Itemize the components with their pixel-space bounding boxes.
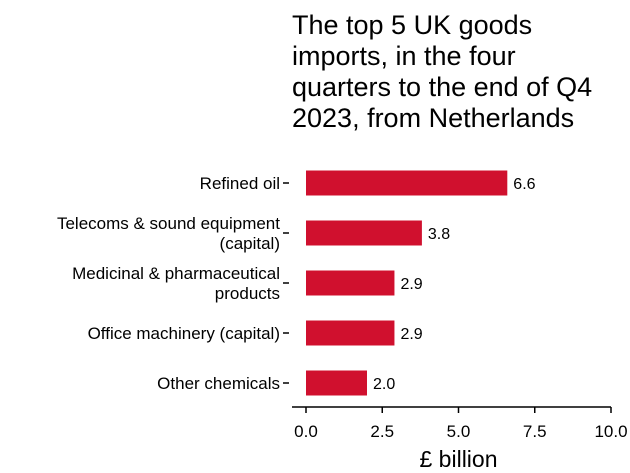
chart-title-line: imports, in the four (292, 41, 516, 71)
x-tick-label: 7.5 (523, 422, 547, 441)
category-label: Office machinery (capital) (88, 324, 280, 343)
chart-title-line: 2023, from Netherlands (292, 103, 575, 133)
bar (306, 270, 395, 296)
category-label: Medicinal & pharmaceutical (72, 264, 280, 283)
bar (306, 170, 508, 196)
bar (306, 220, 422, 246)
category-label: Other chemicals (157, 374, 280, 393)
bar-value-label: 2.9 (400, 276, 422, 293)
category-label: Refined oil (200, 174, 280, 193)
bar-value-label: 6.6 (513, 176, 535, 193)
bar (306, 320, 395, 346)
category-label: Telecoms & sound equipment (57, 214, 280, 233)
x-tick-label: 2.5 (370, 422, 394, 441)
category-label: products (215, 284, 280, 303)
bar-value-label: 3.8 (428, 226, 450, 243)
category-label: (capital) (220, 234, 280, 253)
x-tick-label: 0.0 (294, 422, 318, 441)
chart-title-line: The top 5 UK goods (292, 10, 533, 40)
x-axis-title: £ billion (420, 446, 498, 472)
bar (306, 370, 367, 396)
chart-title: The top 5 UK goods imports, in the four … (292, 10, 622, 134)
x-tick-label: 5.0 (447, 422, 471, 441)
bar-value-label: 2.9 (400, 326, 422, 343)
bar-value-label: 2.0 (373, 376, 395, 393)
x-tick-label: 10.0 (594, 422, 627, 441)
chart-title-line: quarters to the end of Q4 (292, 72, 593, 102)
